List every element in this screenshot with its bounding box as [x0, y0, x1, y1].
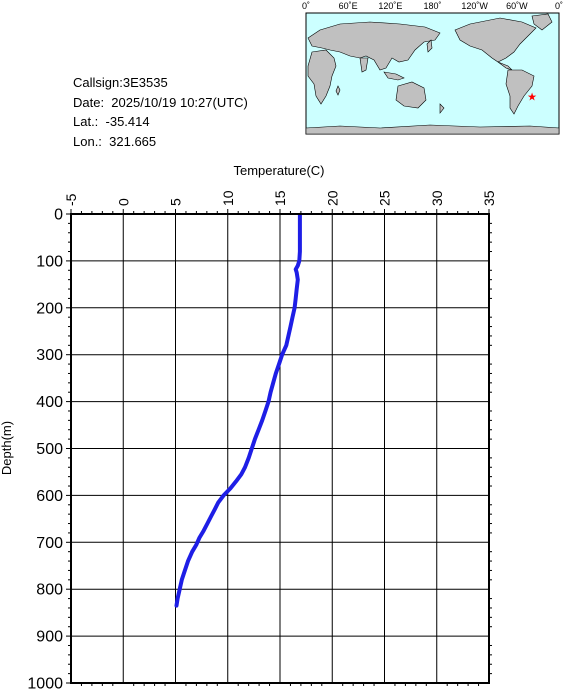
map-longitude-label: 0˚ [302, 1, 310, 11]
plot-frame [70, 213, 490, 684]
float-info-block: Callsign:3E3535 Date: 2025/10/19 10:27(U… [73, 73, 248, 151]
map-longitude-label: 180˚ [423, 1, 441, 11]
y-tick-label: 0 [54, 207, 63, 224]
map-land [305, 13, 560, 135]
x-tick-label: 20 [324, 190, 340, 206]
x-tick-label: 10 [220, 190, 236, 206]
y-tick-label: 1000 [27, 676, 63, 690]
y-axis-label: Depth(m) [0, 421, 14, 475]
y-tick-label: 100 [36, 253, 63, 270]
map-longitude-label: 120˚W [461, 1, 488, 11]
x-tick-label: 35 [481, 190, 497, 206]
map-longitude-label: 60˚W [506, 1, 528, 11]
longitude-text: Lon.: 321.665 [73, 133, 157, 149]
callsign-text: Callsign:3E3535 [73, 75, 168, 90]
x-axis-label: Temperature(C) [233, 163, 324, 178]
x-tick-label: 25 [377, 190, 393, 206]
y-tick-label: 300 [36, 347, 63, 364]
float-location-marker: ★ [527, 91, 537, 103]
y-tick-label: 600 [36, 488, 63, 505]
y-tick-label: 700 [36, 535, 63, 552]
x-tick-label: 15 [272, 190, 288, 206]
latitude-text: Lat.: -35.414 [73, 114, 150, 129]
y-tick-label: 200 [36, 300, 63, 317]
x-tick-label: -5 [63, 193, 79, 206]
y-tick-label: 800 [36, 582, 63, 599]
map-longitude-label: 0˚ [555, 1, 563, 11]
x-tick-labels: -5 0 5 10 15 20 25 30 35 [63, 190, 497, 206]
y-tick-label: 900 [36, 629, 63, 646]
x-tick-label: 0 [115, 198, 131, 206]
x-tick-label: 5 [168, 198, 184, 206]
date-text: Date: 2025/10/19 10:27(UTC) [73, 94, 248, 110]
map-longitude-label: 60˚E [339, 1, 358, 11]
y-tick-labels: 0 100 200 300 400 500 600 700 800 900 1000 [27, 207, 63, 690]
temperature-profile-line [174, 212, 302, 608]
map-longitude-label: 120˚E [378, 1, 402, 11]
y-tick-label: 500 [36, 441, 63, 458]
x-tick-label: 30 [429, 190, 445, 206]
y-tick-label: 400 [36, 394, 63, 411]
